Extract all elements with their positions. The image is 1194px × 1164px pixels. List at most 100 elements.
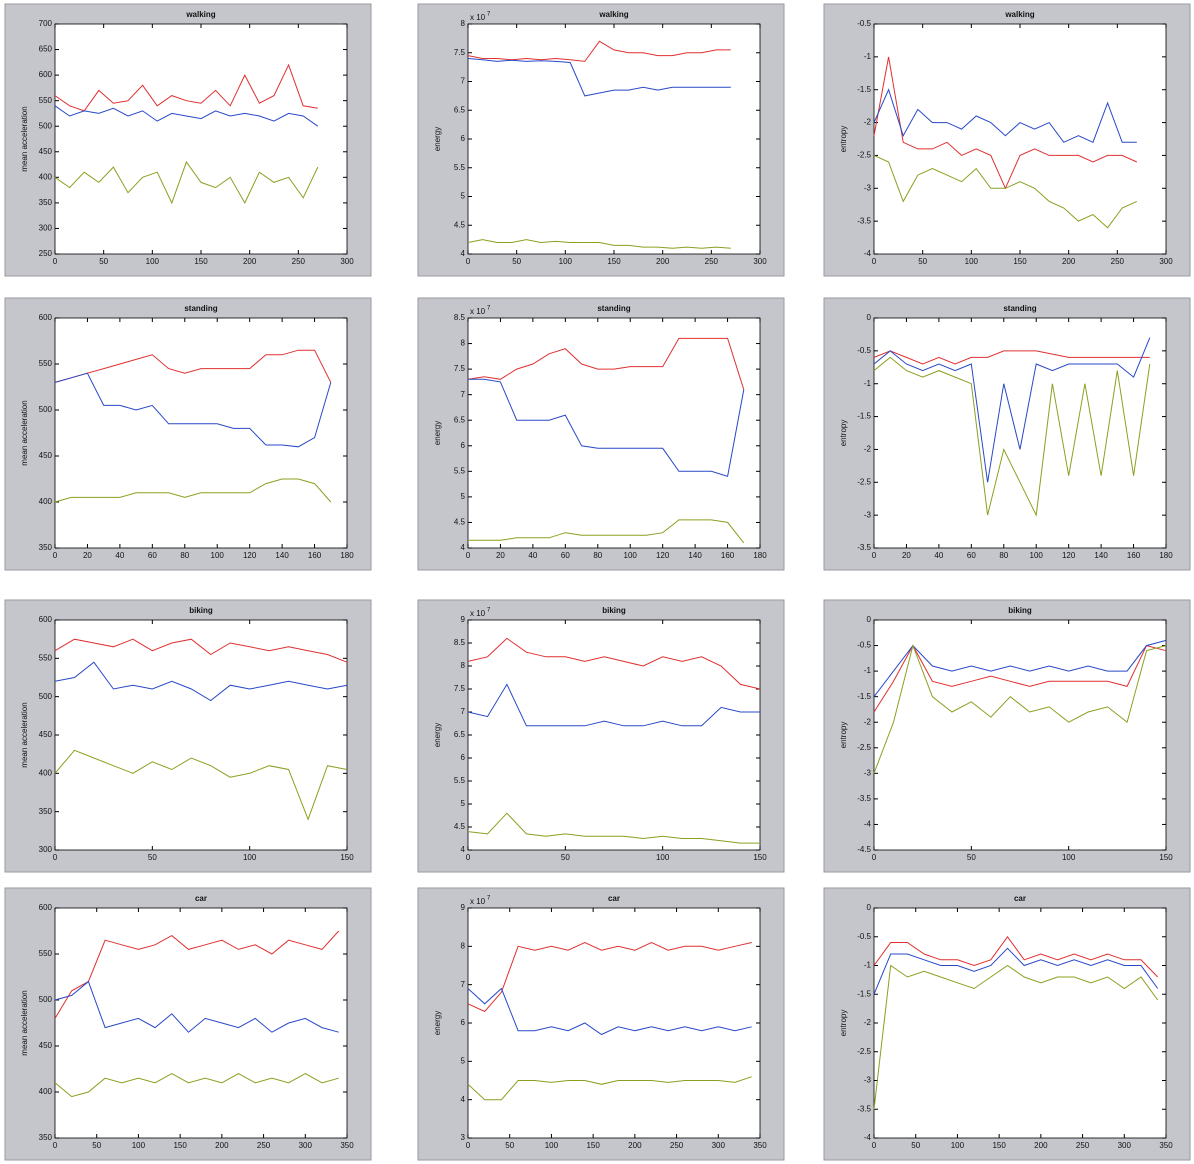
y-tick-label: 5.5 bbox=[454, 466, 466, 475]
x-tick-label: 150 bbox=[753, 853, 767, 862]
y-tick-label: 550 bbox=[39, 949, 53, 958]
x-tick-label: 80 bbox=[180, 551, 189, 560]
y-tick-label: 450 bbox=[39, 451, 53, 460]
y-axis-label: mean acceleration bbox=[20, 702, 29, 767]
x-tick-label: 0 bbox=[53, 1141, 58, 1150]
chart-title: standing bbox=[1003, 304, 1036, 313]
data-line bbox=[873, 947, 1159, 995]
data-line bbox=[873, 337, 1151, 483]
y-tick-label: 6 bbox=[461, 441, 466, 450]
data-line bbox=[873, 643, 1167, 774]
x-tick-label: 100 bbox=[132, 1141, 146, 1150]
x-tick-label: 150 bbox=[1159, 853, 1173, 862]
chart-title: walking bbox=[598, 10, 628, 19]
x-tick-label: 300 bbox=[299, 1141, 313, 1150]
x-tick-label: 60 bbox=[561, 551, 570, 560]
y-tick-label: 5 bbox=[461, 492, 466, 501]
plot-area bbox=[873, 619, 1167, 851]
x-tick-label: 160 bbox=[1127, 551, 1141, 560]
y-tick-label: 4 bbox=[461, 249, 466, 258]
x-tick-label: 50 bbox=[512, 257, 521, 266]
y-tick-label: 350 bbox=[39, 198, 53, 207]
data-line bbox=[54, 105, 319, 127]
y-tick-label: 350 bbox=[39, 1133, 53, 1142]
x-tick-label: 350 bbox=[1159, 1141, 1173, 1150]
y-tick-label: 300 bbox=[39, 845, 53, 854]
x-tick-label: 80 bbox=[999, 551, 1008, 560]
x-tick-label: 100 bbox=[211, 551, 225, 560]
y-tick-label: -0.5 bbox=[857, 641, 871, 650]
y-tick-label: 7 bbox=[461, 77, 466, 86]
data-line bbox=[54, 930, 340, 1019]
data-line bbox=[54, 749, 348, 821]
y-axis-label: entropy bbox=[839, 126, 848, 153]
x-tick-label: 160 bbox=[721, 551, 735, 560]
y-tick-label: -0.5 bbox=[857, 346, 871, 355]
data-line bbox=[54, 638, 348, 663]
data-line bbox=[873, 350, 1150, 365]
x-tick-label: 200 bbox=[628, 1141, 642, 1150]
y-tick-label: 400 bbox=[39, 1087, 53, 1096]
y-tick-label: 6 bbox=[461, 134, 466, 143]
x-tick-label: 100 bbox=[965, 257, 979, 266]
y-tick-label: -2.5 bbox=[857, 1047, 871, 1056]
plot-area bbox=[54, 619, 348, 851]
y-tick-label: -0.5 bbox=[857, 932, 871, 941]
y-tick-label: 5.5 bbox=[454, 776, 466, 785]
y-tick-label: -3.5 bbox=[857, 216, 871, 225]
y-tick-label: -3.5 bbox=[857, 543, 871, 552]
chart-panel: walking mean acceleration 250 300 350 400 450 5… bbox=[4, 3, 372, 277]
chart-title: walking bbox=[1004, 10, 1034, 19]
y-tick-label: 6.5 bbox=[454, 730, 466, 739]
y-tick-label: -1.5 bbox=[857, 412, 871, 421]
x-tick-label: 180 bbox=[340, 551, 354, 560]
data-line bbox=[467, 58, 731, 97]
chart-title: car bbox=[1014, 894, 1026, 903]
x-tick-label: 100 bbox=[1030, 551, 1044, 560]
x-tick-label: 100 bbox=[951, 1141, 965, 1150]
chart-title: biking bbox=[189, 606, 213, 615]
x-tick-label: 50 bbox=[918, 257, 927, 266]
y-tick-label: 5 bbox=[461, 1056, 466, 1065]
y-scale-label: x 10 bbox=[470, 307, 486, 316]
y-scale-exponent: 7 bbox=[487, 608, 491, 614]
x-tick-label: 200 bbox=[1062, 257, 1076, 266]
chart-title: car bbox=[195, 894, 207, 903]
y-tick-label: 0 bbox=[867, 313, 872, 322]
data-line bbox=[873, 88, 1137, 143]
y-scale-label: x 10 bbox=[470, 13, 486, 22]
y-axis-label: mean acceleration bbox=[20, 990, 29, 1055]
y-tick-label: 4.5 bbox=[454, 822, 466, 831]
x-tick-label: 250 bbox=[292, 257, 306, 266]
chart-panel: biking entropy -4.5 -4 -3.5 -3 -2.5 -2 -1.5 -1 -0.… bbox=[823, 599, 1191, 873]
data-line bbox=[54, 478, 332, 503]
y-tick-label: -1 bbox=[864, 666, 872, 675]
chart-panel: car mean acceleration 350 400 450 500 550 600 0 5… bbox=[4, 887, 372, 1161]
data-line bbox=[54, 349, 332, 383]
y-tick-label: 500 bbox=[39, 692, 53, 701]
y-tick-label: 8 bbox=[461, 941, 466, 950]
x-tick-label: 0 bbox=[872, 1141, 877, 1150]
y-tick-label: -3 bbox=[864, 1076, 872, 1085]
y-tick-label: 4 bbox=[461, 845, 466, 854]
y-tick-label: 5 bbox=[461, 799, 466, 808]
x-tick-label: 150 bbox=[194, 257, 208, 266]
y-tick-label: 7.5 bbox=[454, 684, 466, 693]
x-tick-label: 250 bbox=[257, 1141, 271, 1150]
y-tick-label: 7.5 bbox=[454, 48, 466, 57]
plot-area bbox=[54, 907, 348, 1139]
plot-area bbox=[467, 619, 761, 851]
y-tick-label: 5.5 bbox=[454, 163, 466, 172]
data-line bbox=[467, 1076, 752, 1101]
x-tick-label: 0 bbox=[53, 853, 58, 862]
plot-area bbox=[873, 317, 1167, 549]
x-tick-label: 140 bbox=[688, 551, 702, 560]
x-tick-label: 0 bbox=[53, 257, 58, 266]
data-line bbox=[467, 987, 752, 1036]
x-tick-label: 150 bbox=[607, 257, 621, 266]
data-line bbox=[873, 644, 1167, 713]
